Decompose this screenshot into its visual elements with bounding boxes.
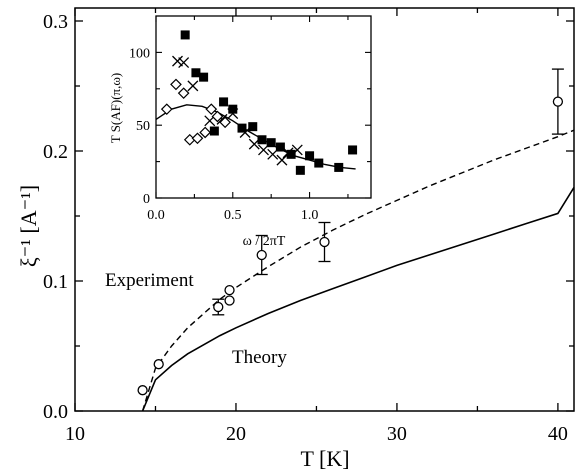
- inset-y-tick-label: 100: [129, 46, 150, 61]
- experiment-point: [153, 359, 164, 370]
- inset-ticks: [155, 16, 371, 199]
- inset-square-point: [209, 126, 219, 136]
- inset-diamond-point: [205, 103, 218, 116]
- inset-cross-point: [178, 57, 190, 69]
- inset-square-point: [219, 97, 229, 107]
- experiment-point: [319, 236, 330, 248]
- y-tick-label: 0.3: [43, 11, 68, 33]
- inset-cross-point: [239, 127, 251, 138]
- inset-x-tick-label: 1.0: [301, 208, 319, 223]
- inset-square-point: [305, 151, 315, 161]
- inset-square-point: [248, 122, 258, 132]
- x-axis-label: T [K]: [300, 446, 349, 471]
- inset-diamond-point: [199, 126, 211, 139]
- experiment-point: [256, 249, 267, 261]
- x-tick-label: 20: [226, 423, 246, 445]
- inset-square-point: [257, 135, 267, 145]
- inset-cross-point: [172, 55, 183, 67]
- inset-cross-point: [248, 138, 260, 150]
- inset-square-point: [237, 123, 247, 133]
- inset-square-point: [199, 72, 209, 82]
- inset-square-point: [191, 68, 201, 78]
- x-tick-label: 10: [65, 423, 85, 445]
- main-points: [137, 68, 564, 396]
- inset-y-tick-label: 0: [143, 192, 150, 207]
- inset-cross-point: [267, 148, 279, 160]
- x-tick-label: 40: [548, 423, 568, 445]
- experiment-point: [137, 385, 148, 396]
- inset-cross-point: [258, 144, 269, 156]
- y-tick-label: 0.0: [43, 401, 68, 423]
- main-tick-labels: 10 20 30 40 0.0 0.1 0.2 0.3: [43, 11, 568, 445]
- inset-diamond-point: [219, 116, 231, 129]
- inset-cross-point: [227, 108, 239, 120]
- inset-x-tick-label: 0.0: [147, 208, 165, 223]
- inset-x-tick-label: 0.5: [224, 208, 242, 223]
- y-tick-label: 0.1: [43, 271, 68, 293]
- theory-line: [141, 186, 575, 412]
- inset-square-point: [314, 158, 324, 168]
- experiment-point: [224, 284, 235, 296]
- inset-diamond-point: [160, 103, 173, 116]
- main-curves: [141, 129, 575, 412]
- inset-x-axis-label: ω / 2πT: [243, 234, 286, 249]
- inset-square-point: [266, 138, 276, 148]
- inset-y-axis-label: T S(AF)(π,ω): [108, 73, 123, 144]
- inset-diamond-point: [211, 110, 224, 123]
- inset-cross-point: [276, 154, 288, 166]
- inset-square-point: [334, 162, 344, 172]
- inset-points: [160, 30, 358, 175]
- inset-diamond-point: [191, 132, 204, 145]
- inset-cross-point: [282, 147, 294, 159]
- main-ticks: [74, 8, 574, 412]
- experiment-point: [213, 301, 224, 313]
- inset-square-point: [348, 145, 358, 155]
- experiment-point: [224, 295, 235, 306]
- annotation-experiment: Experiment: [105, 270, 194, 291]
- inset-cross-point: [187, 80, 199, 92]
- x-tick-label: 30: [387, 423, 407, 445]
- y-axis-label: ξ⁻¹ [A⁻¹]: [16, 185, 41, 267]
- inset-square-point: [275, 142, 285, 152]
- inset-square-point: [228, 104, 238, 114]
- inset-tick-labels: 0.0 0.5 1.0 0 50 100: [129, 46, 318, 223]
- main-plot-frame: [74, 7, 575, 412]
- annotation-theory: Theory: [232, 347, 287, 368]
- y-tick-label: 0.2: [43, 141, 68, 163]
- inset-y-tick-label: 50: [136, 119, 150, 134]
- experiment-point: [552, 96, 564, 107]
- inset-cross-point: [291, 144, 303, 156]
- inset-diamond-point: [177, 87, 190, 100]
- experiment-fit-line: [141, 129, 575, 412]
- inset-plot-frame: [155, 15, 372, 199]
- inset-square-point: [295, 165, 305, 175]
- inset-square-point: [286, 149, 296, 159]
- inset-square-point: [180, 30, 190, 40]
- inset-diamond-point: [170, 78, 182, 91]
